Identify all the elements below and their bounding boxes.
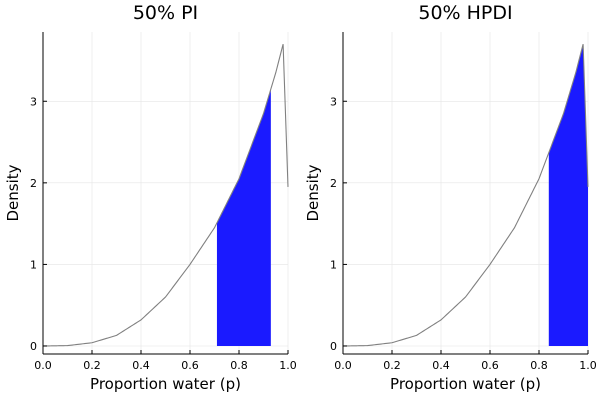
x-tick-label-hpdi: 1.0 — [579, 359, 597, 372]
x-axis-label-hpdi: Proportion water (p) — [390, 375, 541, 393]
y-tick-label-hpdi: 1 — [330, 258, 337, 271]
x-tick-label-pi: 0.6 — [181, 359, 199, 372]
x-ticks-hpdi: 0.0 0.2 0.4 0.6 0.8 1.0 — [334, 350, 597, 372]
shaded-interval-pi — [216, 89, 271, 347]
y-tick-label-hpdi: 3 — [330, 95, 337, 108]
y-axis-label-pi: Density — [4, 164, 22, 221]
x-tick-label-hpdi: 0.0 — [334, 359, 352, 372]
y-tick-label-hpdi: 0 — [330, 340, 337, 353]
x-ticks-pi: 0.0 0.2 0.4 0.6 0.8 1.0 — [34, 350, 297, 372]
x-tick-label-pi: 0.0 — [34, 359, 52, 372]
y-tick-label-pi: 2 — [30, 177, 37, 190]
density-curve-pi — [42, 44, 289, 347]
x-tick-label-pi: 0.4 — [132, 359, 150, 372]
x-axis-label-pi: Proportion water (p) — [90, 375, 241, 393]
chart-title-hpdi: 50% HPDI — [418, 2, 512, 24]
y-axis-label-hpdi: Density — [304, 164, 322, 221]
x-tick-label-hpdi: 0.6 — [481, 359, 499, 372]
density-curve-hpdi — [342, 44, 589, 347]
chart-title-pi: 50% PI — [133, 2, 198, 24]
shaded-interval-hpdi — [548, 44, 588, 346]
x-tick-label-pi: 0.8 — [230, 359, 248, 372]
y-tick-label-pi: 0 — [30, 340, 37, 353]
y-tick-label-pi: 1 — [30, 258, 37, 271]
x-tick-label-pi: 0.2 — [83, 359, 101, 372]
x-tick-label-hpdi: 0.2 — [383, 359, 401, 372]
y-ticks-pi: 0 1 2 3 — [30, 95, 47, 353]
y-tick-label-pi: 3 — [30, 95, 37, 108]
y-tick-label-hpdi: 2 — [330, 177, 337, 190]
x-tick-label-hpdi: 0.4 — [432, 359, 450, 372]
x-tick-label-pi: 1.0 — [279, 359, 297, 372]
y-ticks-hpdi: 0 1 2 3 — [330, 95, 347, 353]
x-tick-label-hpdi: 0.8 — [530, 359, 548, 372]
panel-pi: 0.0 0.2 0.4 0.6 0.8 1.0 0 1 2 3 50% PI Proportio… — [4, 2, 297, 393]
panel-hpdi: 0.0 0.2 0.4 0.6 0.8 1.0 0 1 2 3 50% HPDI Proport… — [304, 2, 597, 393]
